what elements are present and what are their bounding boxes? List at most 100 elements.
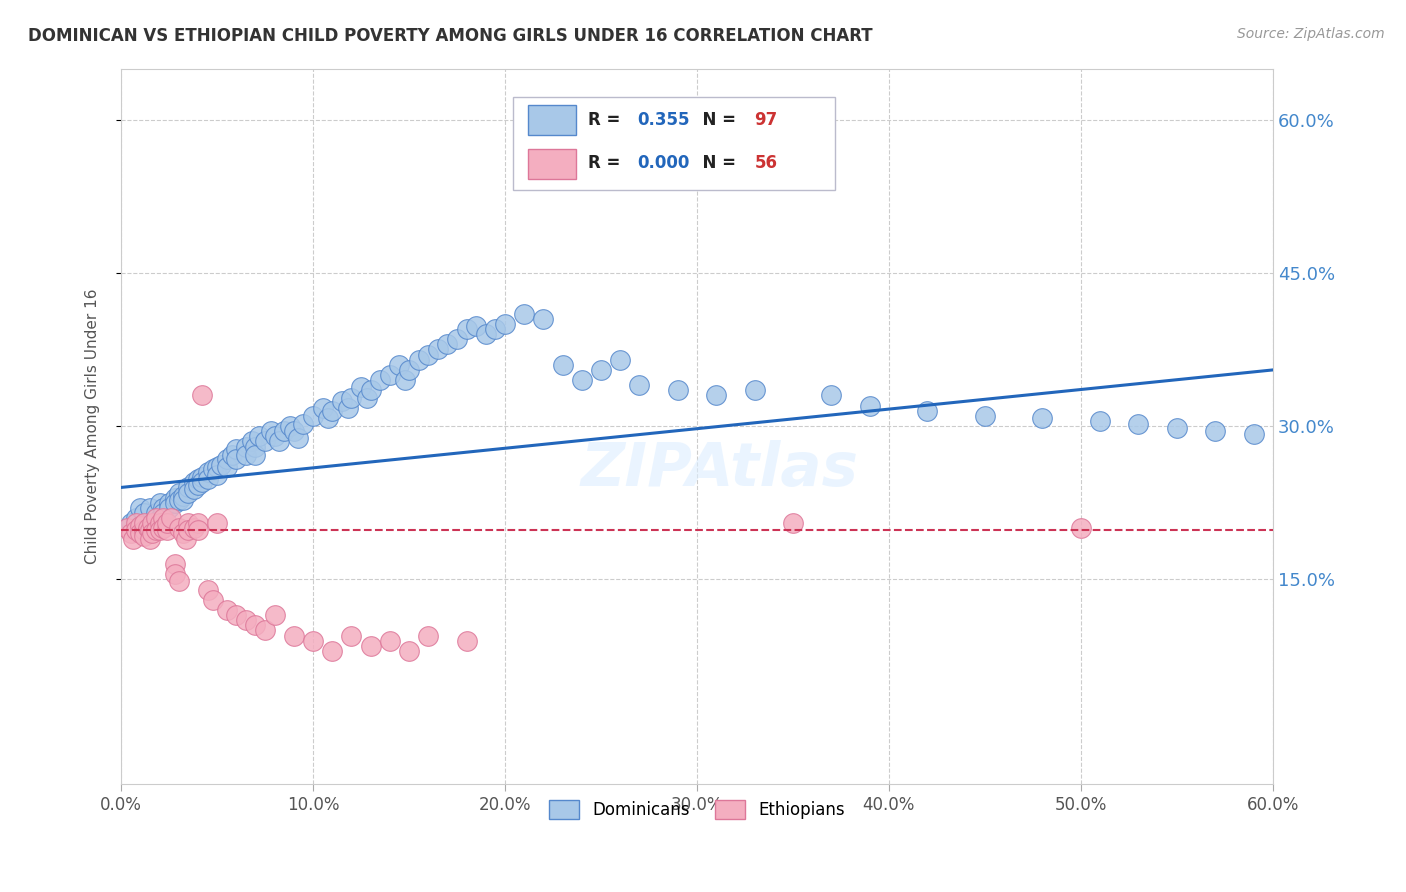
Point — [120, 516, 142, 531]
Point — [209, 458, 232, 472]
Point — [134, 529, 156, 543]
Point — [172, 526, 194, 541]
Point — [202, 592, 225, 607]
Point — [152, 500, 174, 515]
Point — [418, 348, 440, 362]
Point — [152, 511, 174, 525]
FancyBboxPatch shape — [513, 97, 835, 190]
Point — [628, 378, 651, 392]
Point — [167, 485, 190, 500]
Point — [136, 521, 159, 535]
Point — [609, 352, 631, 367]
Point — [163, 496, 186, 510]
Point — [190, 475, 212, 490]
Point — [336, 401, 359, 415]
Point — [139, 500, 162, 515]
Point — [156, 524, 179, 538]
Point — [145, 506, 167, 520]
Text: R =: R = — [588, 111, 626, 128]
Point — [456, 322, 478, 336]
Point — [148, 511, 170, 525]
Point — [205, 460, 228, 475]
Point — [571, 373, 593, 387]
Point — [704, 388, 727, 402]
Point — [917, 404, 939, 418]
Point — [426, 343, 449, 357]
Point — [360, 639, 382, 653]
Point — [263, 429, 285, 443]
Point — [205, 516, 228, 531]
Point — [215, 451, 238, 466]
Point — [148, 516, 170, 531]
Point — [330, 393, 353, 408]
Point — [187, 478, 209, 492]
Legend: Dominicans, Ethiopians: Dominicans, Ethiopians — [543, 793, 852, 825]
Text: ZIPAtlas: ZIPAtlas — [581, 440, 859, 499]
FancyBboxPatch shape — [527, 149, 576, 179]
Point — [134, 506, 156, 520]
Point — [484, 322, 506, 336]
Point — [494, 317, 516, 331]
Point — [215, 460, 238, 475]
Text: R =: R = — [588, 154, 626, 172]
Point — [1204, 424, 1226, 438]
Text: N =: N = — [692, 154, 742, 172]
Point — [1031, 411, 1053, 425]
Point — [172, 489, 194, 503]
Text: 0.000: 0.000 — [637, 154, 689, 172]
Point — [235, 440, 257, 454]
Point — [1128, 417, 1150, 431]
Text: N =: N = — [692, 111, 742, 128]
Point — [350, 380, 373, 394]
Point — [177, 485, 200, 500]
Point — [225, 442, 247, 456]
Point — [283, 629, 305, 643]
Point — [221, 448, 243, 462]
Point — [287, 431, 309, 445]
Point — [235, 448, 257, 462]
Point — [160, 511, 183, 525]
Point — [263, 608, 285, 623]
Point — [782, 516, 804, 531]
Point — [177, 480, 200, 494]
Point — [129, 519, 152, 533]
Point — [167, 574, 190, 589]
Point — [1166, 421, 1188, 435]
Point — [267, 434, 290, 449]
Point — [254, 434, 277, 449]
Point — [163, 557, 186, 571]
Point — [141, 526, 163, 541]
Point — [245, 448, 267, 462]
Point — [254, 624, 277, 638]
Point — [177, 516, 200, 531]
Point — [302, 409, 325, 423]
Point — [148, 524, 170, 538]
Point — [321, 404, 343, 418]
Point — [321, 644, 343, 658]
Point — [1243, 427, 1265, 442]
Point — [456, 633, 478, 648]
Point — [183, 521, 205, 535]
Point — [167, 521, 190, 535]
Point — [139, 532, 162, 546]
Point — [398, 644, 420, 658]
Point — [152, 506, 174, 520]
Point — [163, 567, 186, 582]
Point — [190, 388, 212, 402]
Point — [139, 524, 162, 538]
Point — [183, 475, 205, 490]
Point — [115, 521, 138, 535]
Point — [187, 472, 209, 486]
Point — [531, 311, 554, 326]
Point — [129, 500, 152, 515]
Point — [187, 516, 209, 531]
Point — [368, 373, 391, 387]
Y-axis label: Child Poverty Among Girls Under 16: Child Poverty Among Girls Under 16 — [86, 288, 100, 564]
Point — [302, 633, 325, 648]
Point — [398, 363, 420, 377]
Point — [859, 399, 882, 413]
Point — [311, 401, 333, 415]
Text: Source: ZipAtlas.com: Source: ZipAtlas.com — [1237, 27, 1385, 41]
Point — [197, 472, 219, 486]
Point — [1088, 414, 1111, 428]
